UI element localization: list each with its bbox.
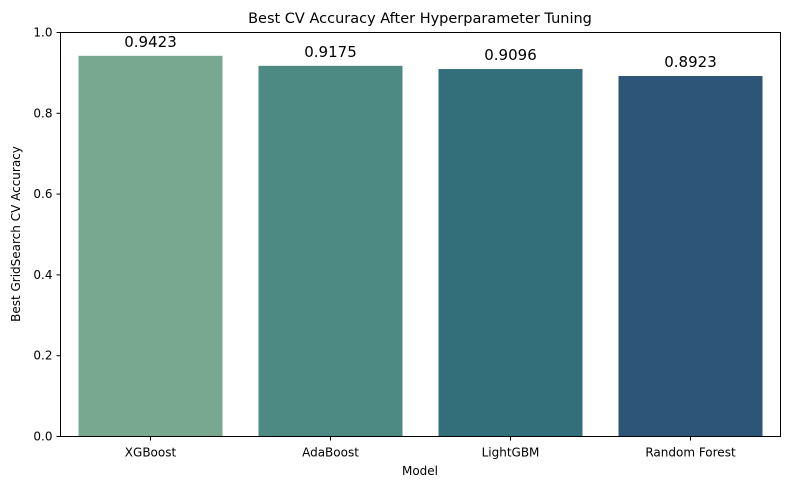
bar-lightgbm	[438, 69, 583, 437]
y-tick-label: 0.2	[33, 349, 52, 363]
x-tick-label: AdaBoost	[302, 446, 359, 460]
plot-frame	[60, 32, 781, 437]
value-label: 0.9175	[304, 43, 357, 61]
value-label: 0.9096	[484, 46, 537, 64]
y-tick-label: 0.8	[33, 106, 52, 120]
x-axis: XGBoost AdaBoost LightGBM Random Forest	[125, 436, 736, 460]
x-tick-label: XGBoost	[125, 446, 177, 460]
bars-group	[78, 55, 763, 437]
x-axis-label: Model	[402, 464, 438, 478]
x-tick-label: LightGBM	[482, 446, 540, 460]
y-tick-label: 0.4	[33, 268, 52, 282]
value-labels-group: 0.9423 0.9175 0.9096 0.8923	[124, 33, 717, 71]
y-axis-label: Best GridSearch CV Accuracy	[9, 146, 23, 322]
x-tick-label: Random Forest	[645, 446, 736, 460]
value-label: 0.9423	[124, 33, 177, 51]
y-tick-label: 1.0	[33, 26, 52, 40]
chart-title: Best CV Accuracy After Hyperparameter Tu…	[248, 11, 592, 27]
bar-adaboost	[258, 65, 403, 437]
bar-xgboost	[78, 55, 223, 437]
value-label: 0.8923	[664, 53, 717, 71]
y-axis: 0.0 0.2 0.4 0.6 0.8 1.0	[33, 26, 61, 444]
y-tick-label: 0.0	[33, 430, 52, 444]
bar-random-forest	[618, 76, 763, 437]
y-tick-label: 0.6	[33, 187, 52, 201]
